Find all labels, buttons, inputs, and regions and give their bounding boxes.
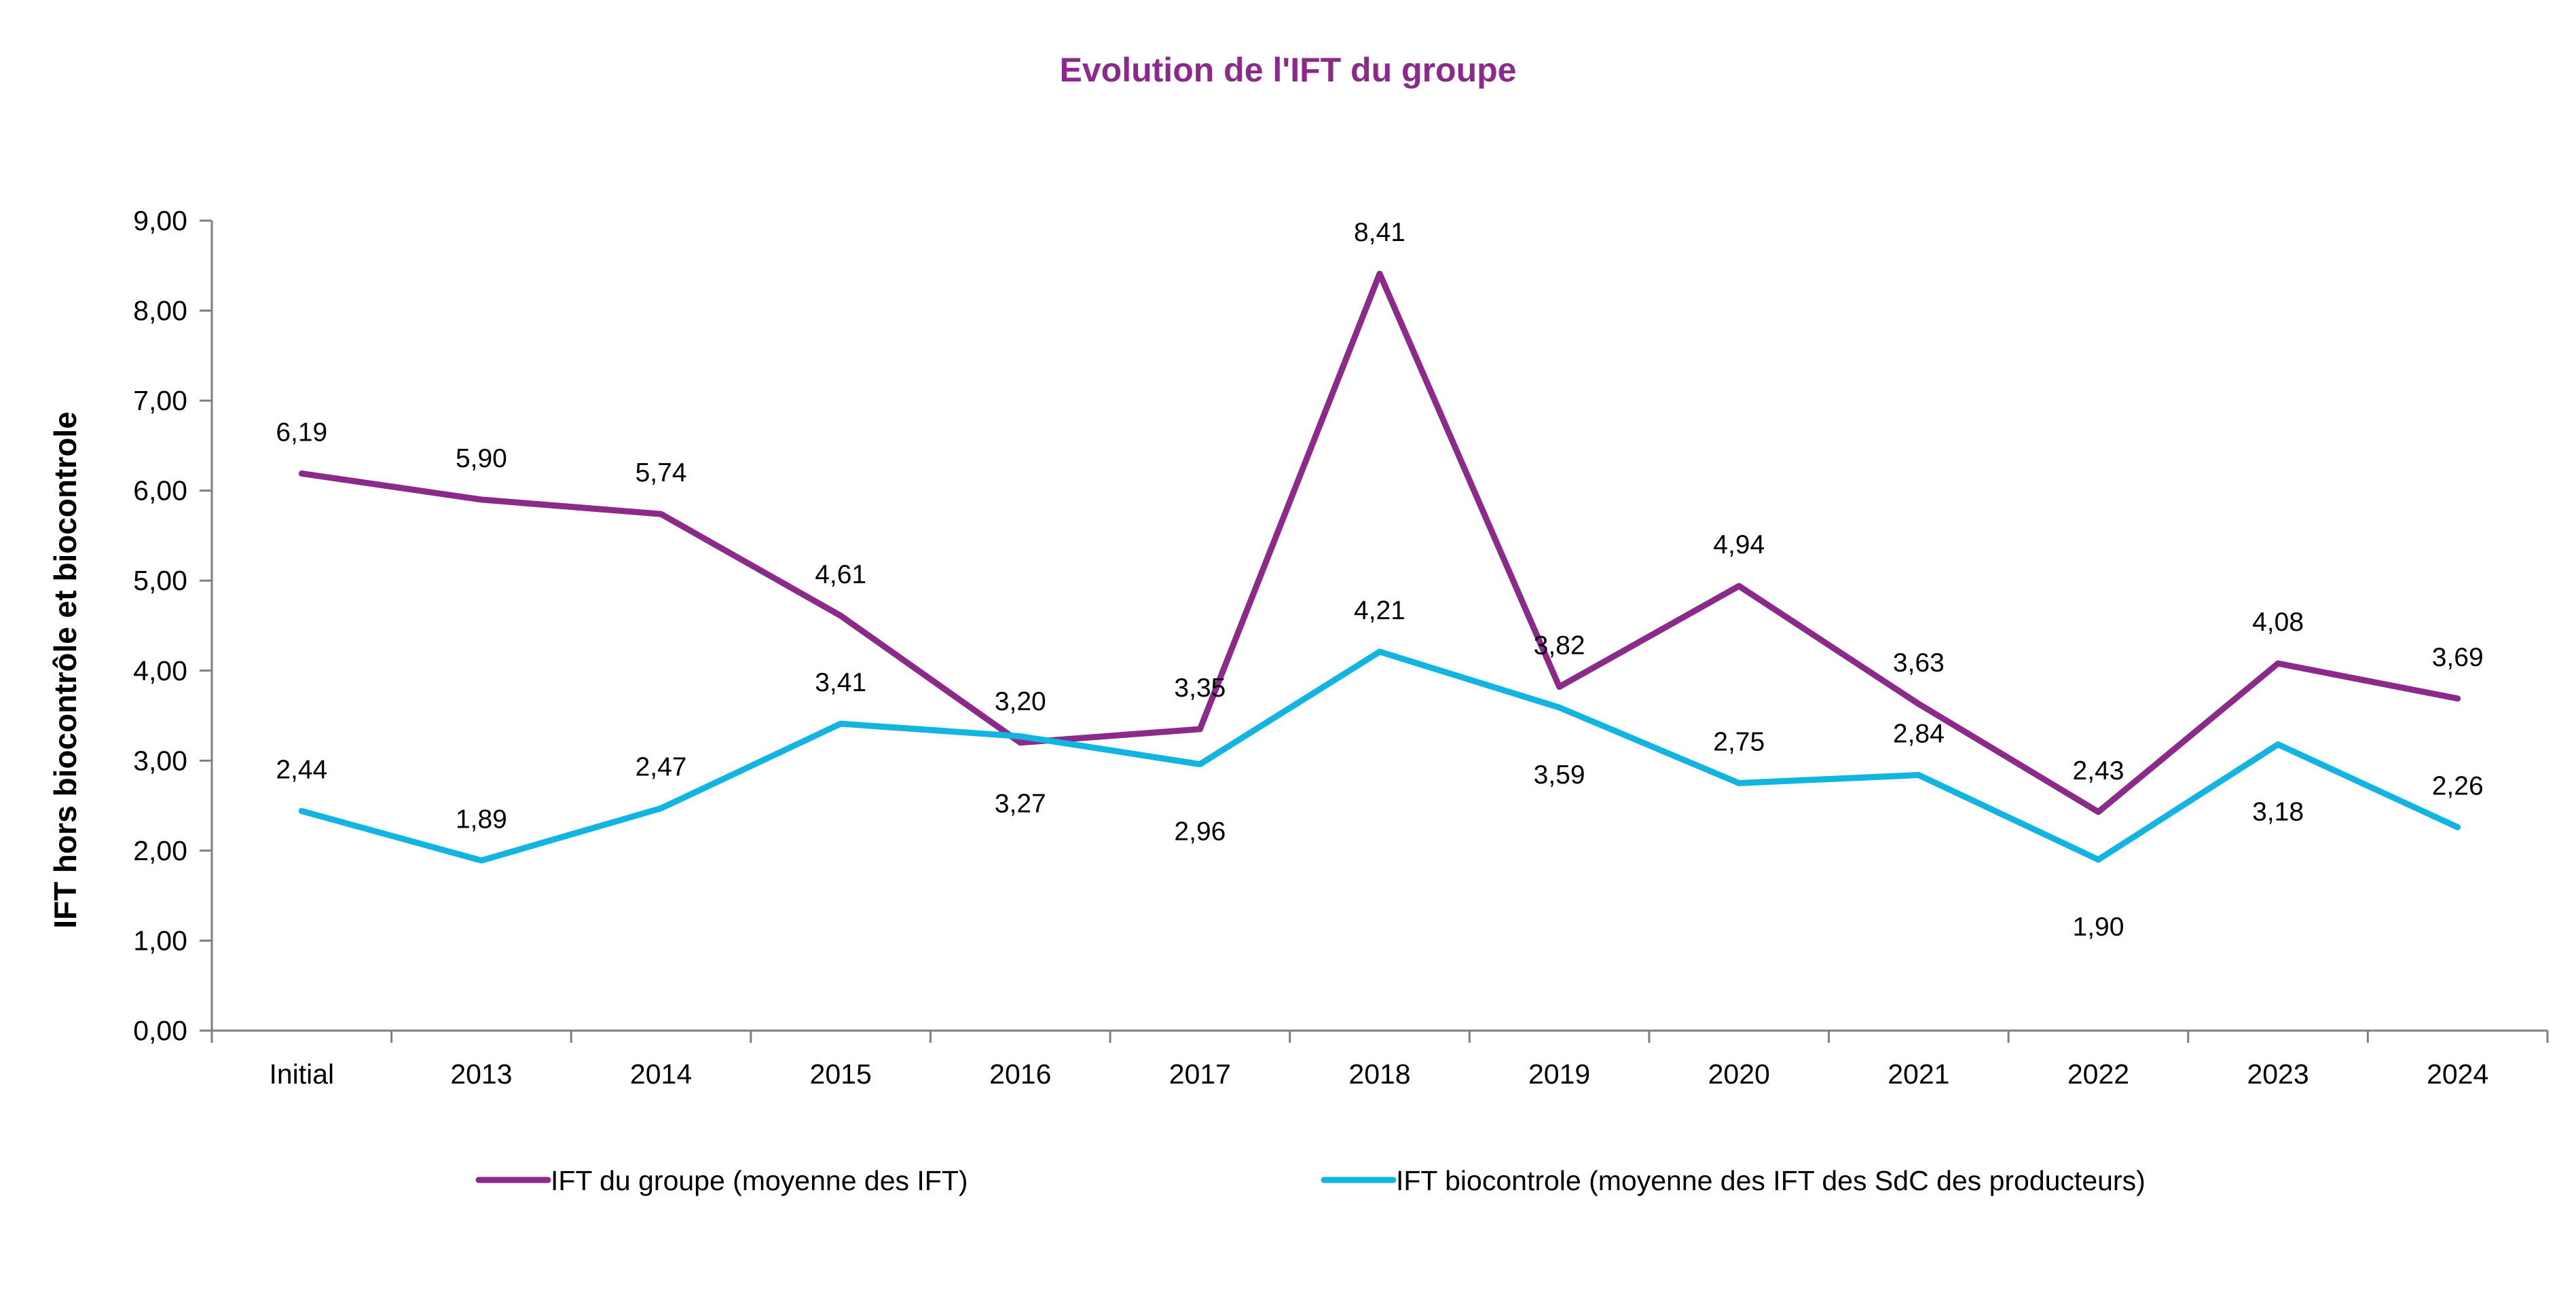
x-tick-label: 2016 xyxy=(989,1058,1051,1090)
x-tick-label: 2014 xyxy=(630,1058,692,1090)
y-ticks: 0,00 1,00 2,00 3,00 4,00 5,00 6,00 7,00 8,00 9,00 xyxy=(133,205,212,1046)
y-tick-label: 2,00 xyxy=(133,835,187,866)
legend: IFT du groupe (moyenne des IFT) IFT bioco… xyxy=(475,1165,2146,1196)
data-label-series-1: 8,41 xyxy=(1354,218,1405,247)
series-lines xyxy=(298,270,2461,864)
y-tick-label: 7,00 xyxy=(133,385,187,416)
series-line-2 xyxy=(298,648,2461,864)
data-label-series-2: 1,90 xyxy=(2073,912,2124,942)
legend-label-1: IFT du groupe (moyenne des IFT) xyxy=(551,1165,968,1196)
data-label-series-1: 3,35 xyxy=(1174,673,1226,703)
data-label-series-2: 4,21 xyxy=(1354,596,1405,625)
data-label-series-2: 3,18 xyxy=(2252,797,2304,826)
data-label-series-2: 2,26 xyxy=(2432,771,2484,800)
data-label-series-1: 3,82 xyxy=(1534,631,1585,661)
series-line-1 xyxy=(298,270,2461,815)
y-axis-label: IFT hors biocontrôle et biocontrole xyxy=(48,411,83,929)
data-label-series-1: 5,74 xyxy=(636,458,687,487)
data-label-series-2: 3,41 xyxy=(815,668,866,697)
y-tick-label: 8,00 xyxy=(133,295,187,327)
x-tick-label: 2019 xyxy=(1528,1058,1590,1090)
data-label-series-1: 3,69 xyxy=(2432,643,2484,672)
data-labels: 6,19 5,90 5,74 4,61 3,20 3,35 8,41 3,82 4,94 3,63… xyxy=(276,218,2483,942)
x-tick-label: 2022 xyxy=(2067,1058,2129,1090)
data-label-series-1: 4,61 xyxy=(815,560,866,589)
x-tick-label: 2020 xyxy=(1708,1058,1770,1090)
data-label-series-2: 3,59 xyxy=(1534,760,1585,790)
data-label-series-2: 1,89 xyxy=(456,805,507,834)
legend-label-2: IFT biocontrole (moyenne des IFT des SdC… xyxy=(1396,1165,2146,1196)
y-tick-label: 3,00 xyxy=(133,745,187,776)
data-label-series-2: 2,96 xyxy=(1174,817,1226,847)
x-tick-label: 2018 xyxy=(1348,1058,1410,1090)
x-ticks: Initial 2013 2014 2015 2016 2017 2018 2019 2020 2… xyxy=(210,1031,2549,1090)
data-label-series-2: 2,44 xyxy=(276,756,327,785)
data-label-series-1: 2,43 xyxy=(2073,756,2124,786)
x-tick-label: 2024 xyxy=(2427,1058,2488,1090)
y-tick-label: 0,00 xyxy=(133,1015,187,1046)
data-label-series-1: 3,20 xyxy=(995,687,1046,716)
x-tick-label: 2015 xyxy=(810,1058,872,1090)
y-tick-label: 4,00 xyxy=(133,655,187,686)
y-tick-label: 6,00 xyxy=(133,475,187,506)
data-label-series-1: 5,90 xyxy=(456,444,507,473)
data-label-series-1: 3,63 xyxy=(1893,648,1945,678)
data-label-series-2: 2,47 xyxy=(636,753,687,782)
y-tick-label: 9,00 xyxy=(133,205,187,236)
x-tick-label: 2021 xyxy=(1888,1058,1949,1090)
y-tick-label: 1,00 xyxy=(133,925,187,956)
data-label-series-1: 4,94 xyxy=(1713,530,1765,559)
data-label-series-1: 4,08 xyxy=(2252,608,2304,637)
chart-title: Evolution de l'IFT du groupe xyxy=(1060,51,1517,89)
data-label-series-2: 2,84 xyxy=(1893,720,1945,749)
x-tick-label: Initial xyxy=(269,1058,334,1090)
data-label-series-1: 6,19 xyxy=(276,418,327,447)
x-tick-label: 2023 xyxy=(2247,1058,2308,1090)
data-label-series-2: 2,75 xyxy=(1713,727,1765,756)
data-label-series-2: 3,27 xyxy=(995,790,1046,819)
x-tick-label: 2013 xyxy=(450,1058,512,1090)
x-tick-label: 2017 xyxy=(1169,1058,1231,1090)
y-tick-label: 5,00 xyxy=(133,565,187,596)
